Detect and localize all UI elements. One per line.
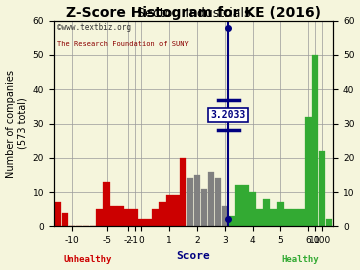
Bar <box>249 192 256 226</box>
Bar <box>145 220 152 226</box>
Bar <box>131 209 138 226</box>
Bar <box>62 213 68 226</box>
Bar <box>215 178 221 226</box>
Bar <box>138 220 145 226</box>
Bar <box>291 209 298 226</box>
Bar <box>55 202 62 226</box>
Bar <box>326 220 332 226</box>
Bar <box>319 151 325 226</box>
Bar <box>111 206 117 226</box>
Bar <box>263 199 270 226</box>
Bar <box>256 209 263 226</box>
Text: ©www.textbiz.org: ©www.textbiz.org <box>57 23 131 32</box>
Bar <box>103 182 110 226</box>
Bar <box>166 195 172 226</box>
Bar <box>201 189 207 226</box>
X-axis label: Score: Score <box>177 251 211 261</box>
Y-axis label: Number of companies
(573 total): Number of companies (573 total) <box>5 70 27 178</box>
Bar <box>173 195 180 226</box>
Text: Healthy: Healthy <box>281 255 319 264</box>
Text: Sector: Industrials: Sector: Industrials <box>137 7 250 20</box>
Bar <box>284 209 291 226</box>
Text: The Research Foundation of SUNY: The Research Foundation of SUNY <box>57 41 189 47</box>
Bar <box>229 216 235 226</box>
Bar <box>277 202 284 226</box>
Bar <box>187 178 193 226</box>
Bar <box>208 171 214 226</box>
Bar <box>270 209 277 226</box>
Bar <box>298 209 305 226</box>
Bar <box>305 117 311 226</box>
Bar <box>312 55 319 226</box>
Bar <box>221 206 228 226</box>
Bar <box>96 209 103 226</box>
Bar <box>159 202 166 226</box>
Bar <box>242 185 249 226</box>
Title: Z-Score Histogram for KE (2016): Z-Score Histogram for KE (2016) <box>66 6 321 19</box>
Bar <box>124 209 131 226</box>
Text: Unhealthy: Unhealthy <box>63 255 112 264</box>
Text: 3.2033: 3.2033 <box>211 110 246 120</box>
Bar <box>152 209 159 226</box>
Bar <box>180 158 186 226</box>
Bar <box>235 185 242 226</box>
Bar <box>194 175 201 226</box>
Bar <box>117 206 124 226</box>
